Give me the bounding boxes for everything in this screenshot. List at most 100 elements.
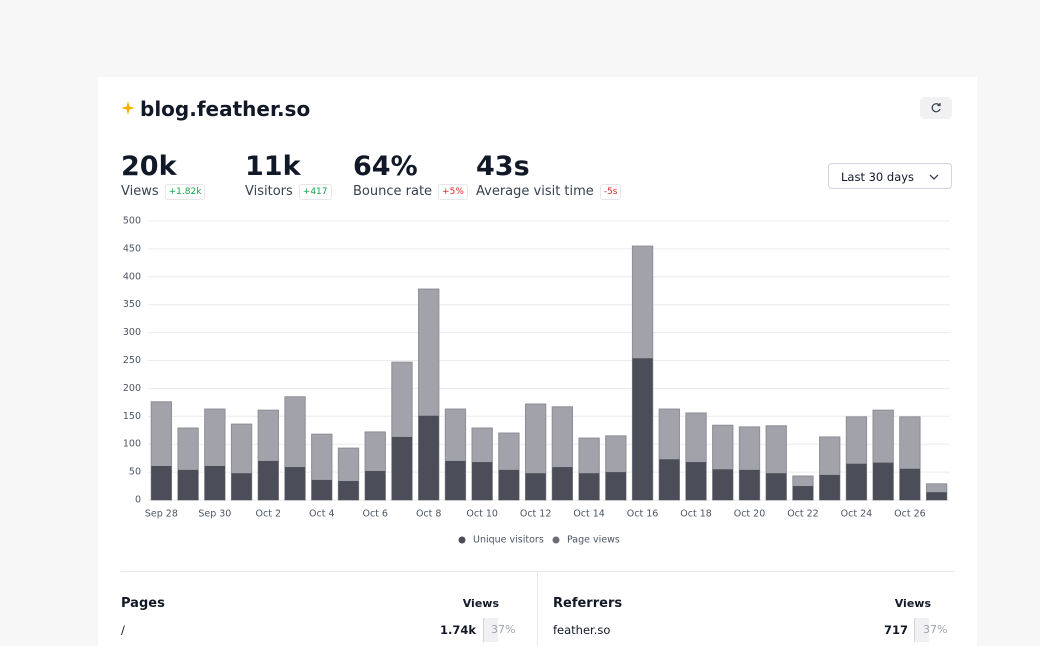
- x-tick-label: Oct 2: [256, 509, 282, 520]
- bar: [365, 470, 386, 500]
- stat-label-row: Views +1.82k: [121, 184, 206, 200]
- page-views: 1.74k: [439, 623, 476, 637]
- x-tick-label: Oct 26: [894, 509, 926, 520]
- x-tick-label: Oct 6: [362, 509, 388, 520]
- bar: [846, 463, 867, 500]
- legend-swatch: [552, 536, 560, 544]
- bar: [472, 462, 493, 500]
- stat-value: 64%: [353, 151, 418, 182]
- sparkle-icon: [121, 101, 135, 115]
- bar: [525, 473, 546, 500]
- x-tick-label: Oct 20: [734, 509, 766, 520]
- bar: [873, 462, 894, 500]
- bar: [712, 469, 733, 500]
- x-tick-label: Oct 24: [841, 509, 873, 520]
- range-dropdown[interactable]: Last 30 days: [828, 163, 952, 189]
- y-tick-label: 200: [123, 383, 141, 394]
- bar: [418, 415, 439, 500]
- x-tick-label: Oct 16: [627, 509, 659, 520]
- bar: [552, 467, 573, 500]
- bar: [177, 469, 199, 500]
- pages-title: Pages: [121, 596, 165, 611]
- chevron: [929, 174, 939, 180]
- percent-bar: [914, 618, 929, 642]
- stat-label-row: Visitors +417: [245, 184, 332, 200]
- percent-bar: [483, 618, 498, 642]
- stat-change: +5%: [438, 184, 468, 200]
- bar: [284, 467, 306, 500]
- bar: [311, 479, 332, 500]
- bar: [338, 481, 359, 500]
- stat-label: Views: [121, 184, 159, 199]
- stat-label: Visitors: [245, 184, 293, 199]
- bar: [498, 469, 520, 500]
- y-tick-label: 450: [123, 243, 141, 254]
- bar: [685, 462, 707, 500]
- y-tick-label: 50: [129, 467, 141, 478]
- y-tick-label: 0: [135, 495, 141, 506]
- legend-label: Page views: [567, 535, 620, 546]
- referrer-views: 717: [883, 623, 908, 637]
- bar: [926, 492, 947, 500]
- stat-value: 20k: [121, 151, 177, 182]
- y-tick-label: 100: [123, 439, 141, 450]
- bar: [391, 436, 413, 500]
- y-tick-label: 400: [123, 271, 141, 282]
- x-tick-label: Oct 22: [787, 509, 819, 520]
- x-tick-label: Sep 30: [198, 509, 231, 520]
- x-tick-label: Sep 28: [145, 509, 178, 520]
- y-tick-label: 250: [123, 355, 141, 366]
- stat-label-row: Bounce rate +5%: [353, 184, 468, 200]
- y-tick-label: 500: [123, 216, 141, 227]
- y-tick-label: 300: [123, 327, 141, 338]
- legend-label: Unique visitors: [473, 535, 544, 546]
- page-path: /: [121, 623, 125, 637]
- bar: [899, 468, 921, 500]
- card: blog.feather.so 20k Views +1.82k 11k Visitor…: [98, 77, 977, 646]
- referrer-percent: 37%: [923, 623, 948, 636]
- stat-value: 43s: [476, 151, 530, 182]
- x-tick-label: Oct 14: [573, 509, 605, 520]
- bar: [578, 473, 600, 500]
- site-title: blog.feather.so: [140, 97, 311, 121]
- bar: [151, 465, 172, 500]
- stat-label: Average visit time: [476, 184, 594, 199]
- referrer-name: feather.so: [553, 623, 611, 637]
- stat-label-row: Average visit time -5s: [476, 184, 622, 200]
- legend-swatch: [458, 536, 466, 544]
- referrers-title: Referrers: [553, 596, 623, 611]
- bar: [739, 469, 760, 500]
- range-label: Last 30 days: [841, 170, 915, 184]
- x-tick-label: Oct 18: [680, 509, 712, 520]
- referrers-column: Views: [894, 597, 931, 610]
- stat-change: +417: [298, 184, 332, 200]
- bar: [605, 472, 626, 500]
- refresh-button[interactable]: [920, 97, 952, 119]
- divider: [537, 572, 538, 646]
- stat-label: Bounce rate: [353, 184, 433, 199]
- bar: [632, 358, 653, 500]
- x-tick-label: Oct 10: [466, 509, 498, 520]
- x-tick-label: Oct 4: [309, 509, 335, 520]
- bar: [766, 473, 787, 500]
- x-tick-label: Oct 8: [416, 509, 442, 520]
- page-percent: 37%: [491, 623, 516, 636]
- bar: [204, 465, 225, 500]
- stat-change: +1.82k: [164, 184, 206, 200]
- stat-value: 11k: [245, 151, 301, 182]
- bar: [659, 459, 680, 500]
- bar: [445, 460, 466, 500]
- refresh-icon: [931, 103, 941, 113]
- bar: [819, 474, 840, 500]
- bar: [792, 486, 814, 500]
- divider: [121, 571, 954, 572]
- stat-change: -5s: [599, 184, 622, 200]
- y-tick-label: 350: [123, 299, 141, 310]
- pages-column: Views: [462, 597, 499, 610]
- bar: [231, 473, 252, 500]
- x-tick-label: Oct 12: [520, 509, 552, 520]
- y-tick-label: 150: [123, 411, 141, 422]
- bar: [258, 460, 279, 500]
